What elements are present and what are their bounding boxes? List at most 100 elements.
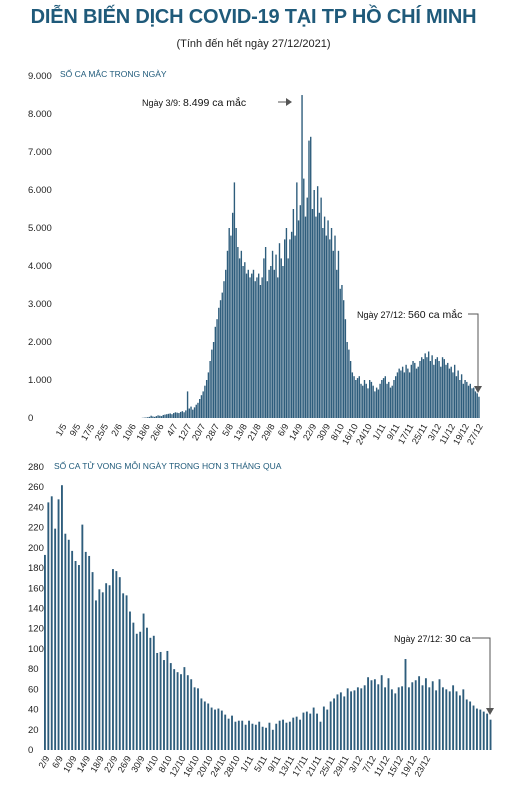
cases-bar [294, 235, 296, 418]
cases-bar [254, 281, 256, 418]
cases-bar [407, 368, 409, 418]
deaths-y-tick: 280 [28, 462, 44, 473]
deaths-bar [278, 720, 281, 750]
cases-bar [244, 262, 246, 418]
cases-bar [341, 285, 343, 418]
deaths-bar [64, 533, 67, 750]
cases-bar [167, 413, 170, 418]
deaths-bar [465, 699, 468, 750]
cases-bar [386, 383, 388, 418]
cases-bar [230, 235, 232, 418]
deaths-bar [472, 705, 475, 750]
cases-bar [186, 391, 189, 418]
cases-bar [381, 380, 383, 418]
deaths-bar [305, 711, 308, 750]
cases-bar [287, 258, 289, 418]
deaths-bar [452, 685, 455, 750]
deaths-bar [261, 726, 264, 750]
deaths-bar [163, 660, 165, 750]
cases-bar [270, 266, 272, 418]
deaths-x-tick: 30/9 [129, 754, 146, 774]
deaths-y-tick: 140 [28, 604, 44, 615]
deaths-bar [339, 692, 342, 750]
cases-bar [275, 254, 277, 418]
cases-bar [237, 247, 239, 418]
deaths-bar [428, 687, 431, 750]
cases-bar [419, 361, 421, 418]
cases-bar [299, 205, 302, 418]
deaths-y-tick: 100 [28, 644, 44, 655]
deaths-bar [333, 698, 335, 750]
cases-bar [145, 417, 147, 418]
cases-bar [251, 273, 253, 418]
cases-bar [389, 387, 392, 418]
deaths-bar [217, 708, 220, 750]
cases-bar [202, 391, 204, 418]
deaths-y-tick: 120 [28, 624, 44, 635]
cases-bar [313, 190, 315, 418]
deaths-bar [275, 723, 278, 750]
deaths-bar [241, 720, 244, 750]
cases-bar [153, 416, 156, 418]
cases-bar [332, 250, 334, 418]
deaths-bar [159, 651, 162, 750]
cases-bar [351, 372, 354, 418]
deaths-x-tick: 4/10 [143, 754, 160, 774]
cases-bar [185, 410, 187, 418]
cases-bar [223, 281, 225, 418]
cases-bar [266, 281, 269, 418]
cases-bar [474, 391, 477, 418]
cases-bar [176, 412, 178, 418]
cases-bar [372, 385, 374, 418]
deaths-bar [486, 713, 489, 750]
cases-bar [336, 269, 338, 418]
deaths-bar [197, 688, 199, 750]
deaths-x-tick: 26/9 [116, 754, 133, 774]
deaths-bar [404, 659, 407, 750]
cases-x-tick: 26/6 [148, 422, 165, 442]
cases-bar [192, 409, 194, 418]
cases-bar [330, 228, 333, 418]
deaths-bar [258, 721, 261, 750]
deaths-bar [210, 707, 213, 750]
deaths-bar [424, 678, 427, 750]
deaths-y-tick: 220 [28, 523, 44, 534]
cases-bar [282, 266, 284, 418]
deaths-bar [411, 682, 414, 750]
deaths-bar [407, 687, 410, 750]
cases-bar [429, 361, 432, 418]
cases-bar [414, 362, 416, 418]
deaths-bar [67, 539, 70, 750]
deaths-bar [101, 592, 104, 750]
cases-bar [370, 381, 373, 418]
cases-bar [382, 378, 385, 418]
deaths-bar [356, 687, 359, 750]
cases-bar [164, 414, 166, 418]
deaths-bar [237, 720, 240, 750]
cases-bar [289, 239, 291, 418]
deaths-bar [377, 684, 380, 750]
cases-bar [398, 368, 400, 418]
deaths-bar [438, 679, 441, 750]
cases-bar [355, 380, 357, 418]
deaths-bar [373, 679, 376, 750]
cases-bar [263, 258, 265, 418]
deaths-bar [220, 710, 223, 750]
deaths-bar [455, 691, 458, 750]
cases-bar [296, 182, 298, 418]
deaths-bar [74, 560, 77, 750]
deaths-bar [299, 719, 301, 750]
cases-bar [264, 247, 267, 418]
deaths-bar [268, 722, 271, 750]
cases-x-tick: 29/8 [259, 422, 276, 442]
deaths-bar [105, 583, 108, 750]
cases-bar [473, 387, 475, 418]
deaths-bar [95, 600, 97, 750]
deaths-bar [54, 528, 57, 750]
cases-bar [148, 416, 151, 418]
cases-bar [377, 389, 380, 418]
cases-bar [342, 300, 345, 418]
cases-bar [434, 359, 437, 418]
cases-bar [197, 402, 199, 418]
deaths-bar [319, 721, 322, 750]
